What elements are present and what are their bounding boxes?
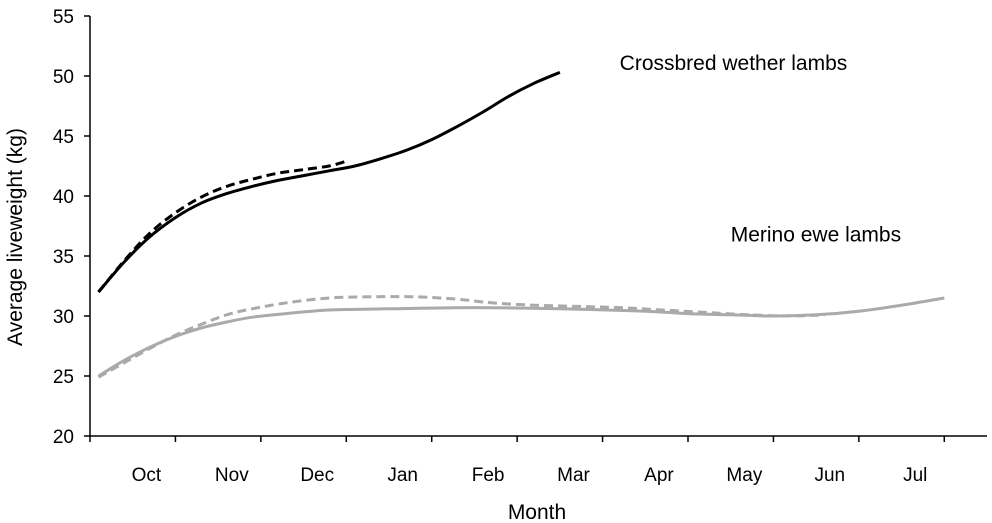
- axes: 20 25 30 35 40 45 50 55 Oct Nov Dec Jan Feb Mar Apr May…: [53, 7, 987, 486]
- series-annotation: Crossbred wether lambs: [620, 52, 848, 75]
- merino-solid-line: [97, 296, 945, 378]
- y-tick-label: 50: [53, 67, 74, 88]
- x-tick-label: Dec: [300, 465, 334, 486]
- y-tick-label: 30: [53, 307, 74, 328]
- y-tick-label: 45: [53, 127, 74, 148]
- x-tick-label: Jun: [814, 465, 845, 486]
- y-tick-label: 35: [53, 247, 74, 268]
- y-tick-label: 20: [53, 427, 74, 448]
- x-tick-label: Mar: [557, 465, 590, 486]
- crossbred-solid-line: [97, 71, 561, 293]
- merino-dashed-line: [97, 295, 825, 379]
- y-axis-title: Average liveweight (kg): [4, 128, 27, 346]
- x-axis-title: Month: [508, 501, 566, 523]
- plot-lines: [97, 71, 945, 379]
- x-tick-label: Feb: [472, 465, 505, 486]
- crossbred-dashed-line: [97, 159, 347, 293]
- x-tick-label: Jan: [387, 465, 418, 486]
- x-tick-label: Apr: [644, 465, 674, 486]
- x-tick-label: Nov: [215, 465, 249, 486]
- y-tick-label: 25: [53, 367, 74, 388]
- y-tick-label: 40: [53, 187, 74, 208]
- y-tick-label: 55: [53, 7, 74, 28]
- x-tick-label: Oct: [132, 465, 162, 486]
- series-annotation: Merino ewe lambs: [731, 224, 901, 247]
- x-tick-label: Jul: [903, 465, 927, 486]
- x-tick-label: May: [726, 465, 762, 486]
- annotations: Crossbred wether lambs Merino ewe lambs: [620, 52, 901, 247]
